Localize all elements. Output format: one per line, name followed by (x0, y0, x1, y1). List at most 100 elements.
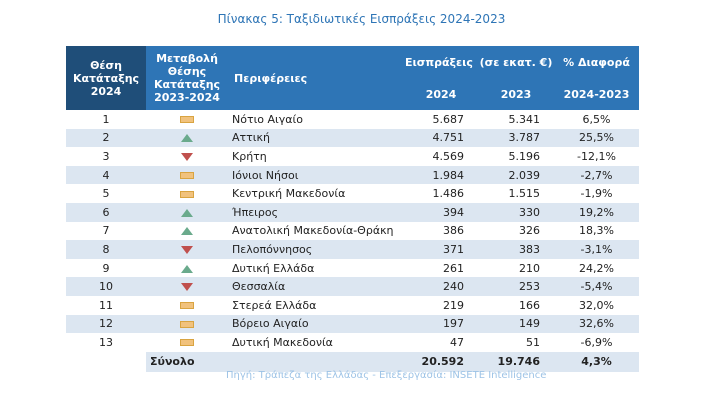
header-range: 2024-2023 (554, 78, 639, 110)
dash-icon (180, 320, 194, 328)
rank-cell: 12 (66, 314, 146, 334)
change-cell (146, 221, 228, 241)
rank-cell: 10 (66, 277, 146, 296)
receipts-2024-cell: 240 (404, 277, 478, 296)
receipts-2023-cell: 2.039 (478, 165, 554, 185)
change-cell (146, 147, 228, 166)
region-cell: Δυτική Μακεδονία (228, 333, 404, 352)
change-cell (146, 128, 228, 148)
table-row: 5 Κεντρική Μακεδονία 1.486 1.515 -1,9% (66, 184, 639, 203)
rank-cell: 11 (66, 295, 146, 315)
change-cell (146, 277, 228, 296)
change-cell (146, 295, 228, 315)
receipts-2024-cell: 386 (404, 221, 478, 241)
rank-cell: 9 (66, 258, 146, 278)
change-cell (146, 258, 228, 278)
receipts-2023-cell: 5.341 (478, 110, 554, 129)
change-cell (146, 202, 228, 222)
pct-change-cell: 6,5% (554, 110, 639, 129)
header-unit: (σε εκατ. €) (478, 46, 554, 78)
pct-change-cell: 19,2% (554, 202, 639, 222)
source-note: Πηγή: Τράπεζα της Ελλάδας - Επεξεργασία:… (226, 370, 547, 381)
region-cell: Αττική (228, 128, 404, 148)
total-2023-cell: 19.746 (478, 351, 554, 372)
region-cell: Κρήτη (228, 147, 404, 166)
triangle-up-icon (181, 264, 193, 273)
region-cell: Κεντρική Μακεδονία (228, 184, 404, 203)
total-row: Σύνολο 20.592 19.746 4,3% (66, 351, 639, 372)
table-row: 6 Ήπειρος 394 330 19,2% (66, 202, 639, 222)
rank-cell: 5 (66, 184, 146, 203)
table-row: 8 Πελοπόννησος 371 383 -3,1% (66, 240, 639, 259)
region-cell: Στερεά Ελλάδα (228, 295, 404, 315)
receipts-2024-cell: 47 (404, 333, 478, 352)
pct-change-cell: 32,0% (554, 295, 639, 315)
table-row: 11 Στερεά Ελλάδα 219 166 32,0% (66, 295, 639, 315)
pct-change-cell: 24,2% (554, 258, 639, 278)
triangle-down-icon (181, 152, 193, 161)
change-cell (146, 110, 228, 129)
dash-icon (180, 339, 194, 347)
pct-change-cell: -12,1% (554, 147, 639, 166)
rank-cell: 1 (66, 110, 146, 129)
rank-cell: 2 (66, 128, 146, 148)
region-cell: Νότιο Αιγαίο (228, 110, 404, 129)
change-cell (146, 184, 228, 203)
receipts-2023-cell: 326 (478, 221, 554, 241)
receipts-2024-cell: 261 (404, 258, 478, 278)
receipts-2023-cell: 210 (478, 258, 554, 278)
receipts-2024-cell: 4.569 (404, 147, 478, 166)
change-cell (146, 240, 228, 259)
receipts-2023-cell: 383 (478, 240, 554, 259)
region-cell: Ιόνιοι Νήσοι (228, 165, 404, 185)
receipts-2024-cell: 4.751 (404, 128, 478, 148)
receipts-2023-cell: 1.515 (478, 184, 554, 203)
pct-change-cell: -2,7% (554, 165, 639, 185)
region-cell: Ανατολική Μακεδονία-Θράκη (228, 221, 404, 241)
pct-change-cell: -5,4% (554, 277, 639, 296)
region-cell: Ήπειρος (228, 202, 404, 222)
pct-change-cell: 25,5% (554, 128, 639, 148)
change-cell (146, 333, 228, 352)
table-title: Πίνακας 5: Ταξιδιωτικές Εισπράξεις 2024-… (217, 12, 506, 26)
region-cell: Βόρειο Αιγαίο (228, 314, 404, 334)
receipts-2023-cell: 51 (478, 333, 554, 352)
receipts-2024-cell: 1.486 (404, 184, 478, 203)
receipts-2023-cell: 5.196 (478, 147, 554, 166)
receipts-table: Θέση Κατάταξης 2024 Μεταβολή Θέσης Κατάτ… (66, 46, 639, 372)
dash-icon (180, 116, 194, 124)
total-label-cell: Σύνολο (146, 351, 404, 372)
receipts-2023-cell: 3.787 (478, 128, 554, 148)
pct-change-cell: -3,1% (554, 240, 639, 259)
dash-icon (180, 302, 194, 310)
rank-cell: 13 (66, 333, 146, 352)
region-cell: Δυτική Ελλάδα (228, 258, 404, 278)
table-row: 4 Ιόνιοι Νήσοι 1.984 2.039 -2,7% (66, 165, 639, 185)
table-row: 3 Κρήτη 4.569 5.196 -12,1% (66, 147, 639, 166)
total-pct-cell: 4,3% (554, 351, 639, 372)
region-cell: Θεσσαλία (228, 277, 404, 296)
receipts-2023-cell: 253 (478, 277, 554, 296)
receipts-2024-cell: 5.687 (404, 110, 478, 129)
triangle-up-icon (181, 134, 193, 143)
triangle-down-icon (181, 283, 193, 292)
rank-cell: 7 (66, 221, 146, 241)
triangle-down-icon (181, 245, 193, 254)
header-rank: Θέση Κατάταξης 2024 (66, 46, 146, 110)
header-2023: 2023 (478, 78, 554, 110)
header-region: Περιφέρειες (228, 46, 404, 110)
change-cell (146, 165, 228, 185)
pct-change-cell: 32,6% (554, 314, 639, 334)
dash-icon (180, 190, 194, 198)
triangle-up-icon (181, 227, 193, 236)
header-2024: 2024 (404, 78, 478, 110)
receipts-2023-cell: 149 (478, 314, 554, 334)
receipts-2024-cell: 219 (404, 295, 478, 315)
pct-change-cell: -1,9% (554, 184, 639, 203)
table-row: 10 Θεσσαλία 240 253 -5,4% (66, 277, 639, 296)
receipts-2024-cell: 1.984 (404, 165, 478, 185)
rank-cell: 8 (66, 240, 146, 259)
table-row: 1 Νότιο Αιγαίο 5.687 5.341 6,5% (66, 110, 639, 129)
pct-change-cell: -6,9% (554, 333, 639, 352)
table-row: 13 Δυτική Μακεδονία 47 51 -6,9% (66, 333, 639, 352)
